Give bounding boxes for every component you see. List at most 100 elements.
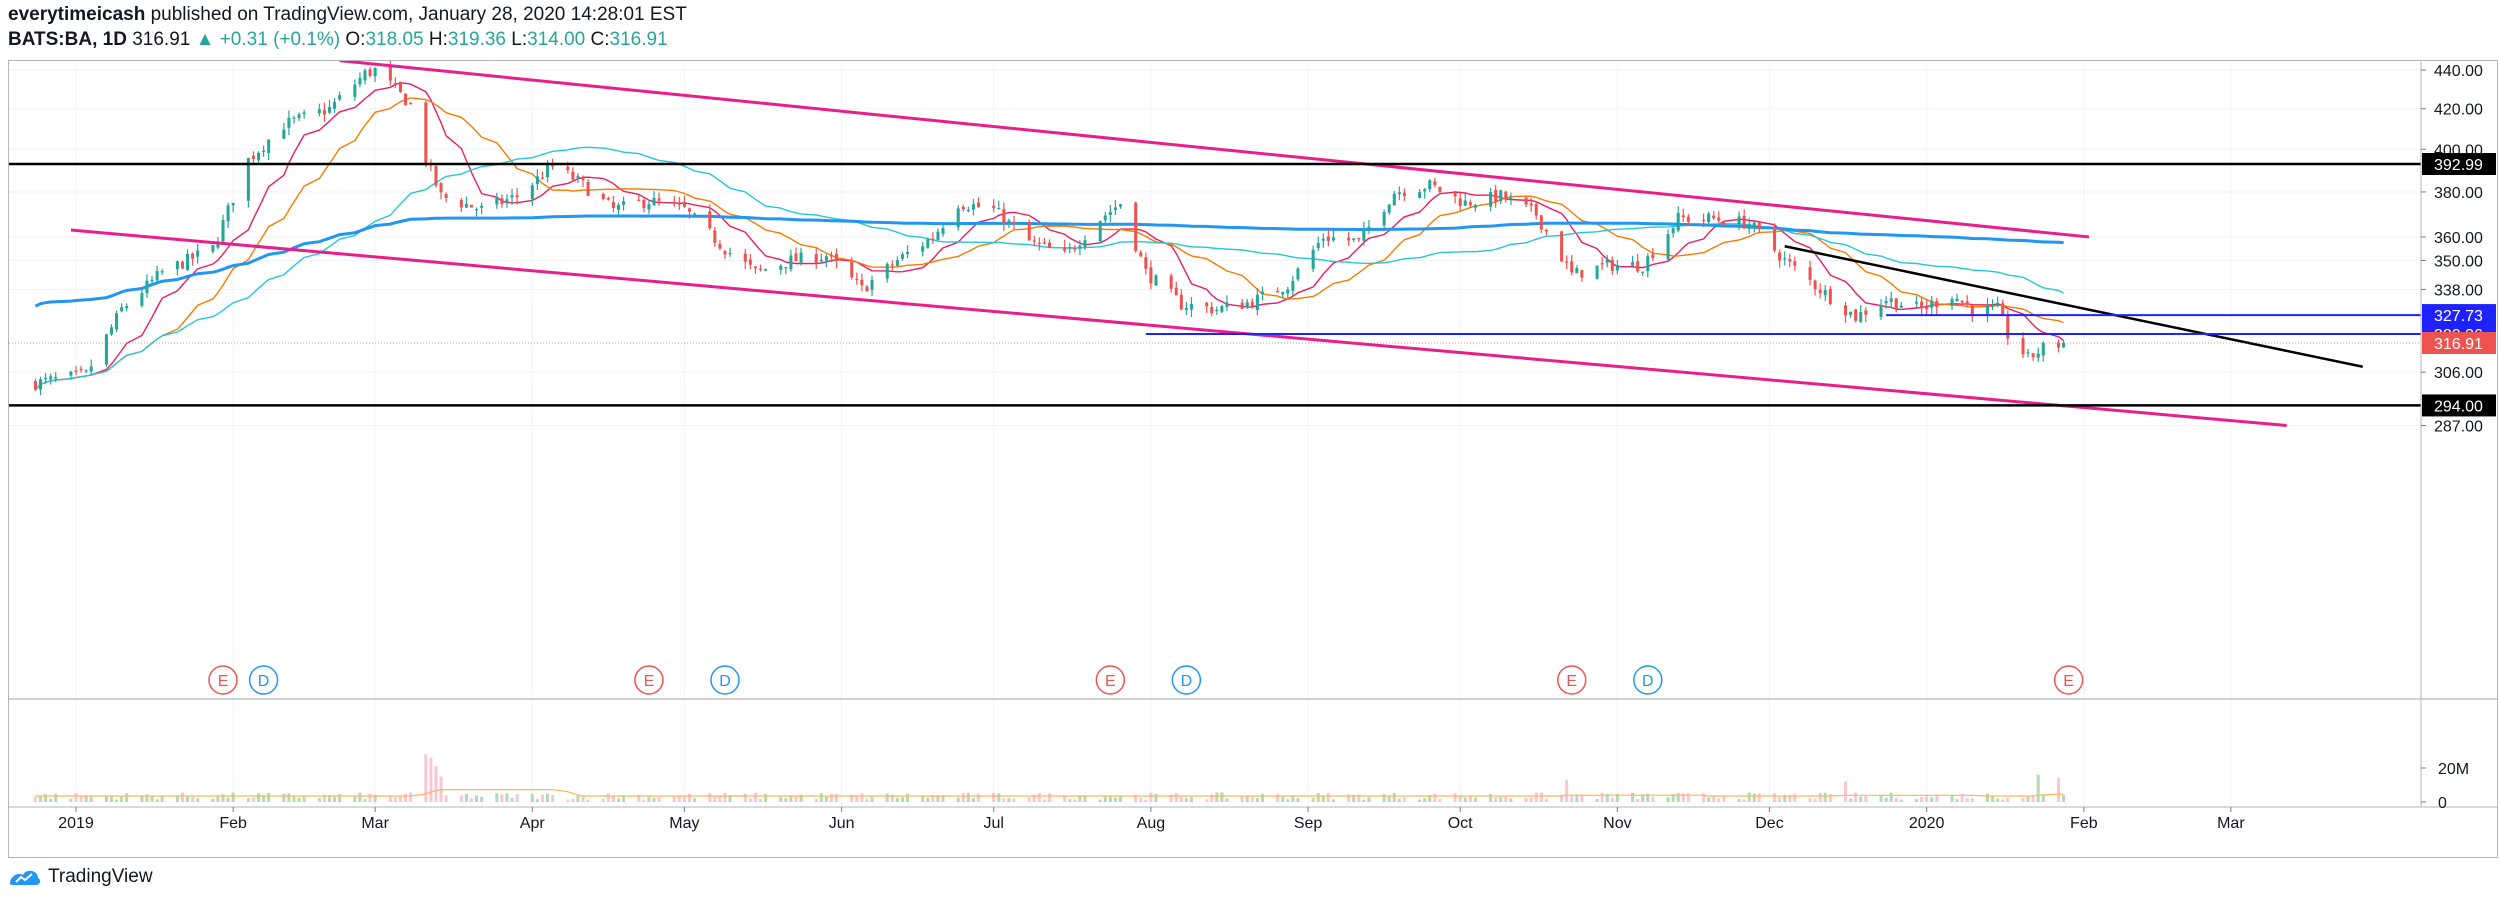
price-axis[interactable]: 440.00420.00400.00380.00360.00350.00338.… [2420, 61, 2496, 812]
price-label-badge [2422, 332, 2496, 355]
candle-body [1352, 238, 1356, 240]
candle-body [1250, 301, 1254, 308]
candle-body [1539, 215, 1543, 230]
candle-body [682, 202, 686, 207]
moving-average-line [34, 146, 2064, 391]
candle-body [145, 280, 149, 294]
earnings-marker[interactable]: E [1095, 665, 1126, 695]
candle-body [475, 209, 479, 211]
marker-circle [1171, 665, 1202, 695]
dividend-marker[interactable]: D [248, 665, 279, 695]
dividend-marker[interactable]: D [1171, 665, 1202, 695]
time-tick-label: 2019 [58, 815, 94, 832]
volume-bar [1544, 798, 1548, 802]
volume-bar [388, 795, 392, 802]
volume-bar [140, 796, 144, 802]
candle-body [530, 185, 534, 200]
volume-bar [1504, 796, 1508, 802]
candle-body [890, 264, 894, 266]
candle-body [1565, 261, 1569, 263]
marker-circle [2053, 665, 2084, 695]
price-tick-label: 420.00 [2434, 102, 2483, 119]
earnings-marker[interactable]: E [634, 665, 664, 695]
volume-bar [373, 794, 377, 802]
candle-body [1281, 292, 1285, 295]
candle-body [1468, 202, 1472, 206]
candle-body [1397, 192, 1401, 195]
candle-body [672, 202, 676, 204]
candle-body [1499, 190, 1503, 202]
volume-bar [1169, 794, 1173, 802]
volume-bar [226, 797, 230, 802]
volume-bar [1996, 798, 2000, 802]
volume-bar [1757, 793, 1761, 802]
dividend-marker[interactable]: D [710, 665, 740, 695]
candle-body [1849, 311, 1853, 315]
volume-bar [327, 795, 332, 802]
volume-bar [1524, 798, 1528, 802]
footer: TradingView [8, 862, 153, 892]
volume-bar [718, 796, 722, 802]
earnings-marker[interactable]: E [1556, 665, 1587, 695]
volume-bar [647, 795, 651, 802]
candle-body [1970, 305, 1974, 316]
dividend-marker[interactable]: D [1633, 665, 1663, 695]
candle-body [576, 175, 580, 178]
volume-bar [1463, 797, 1467, 802]
earnings-marker[interactable]: E [2053, 665, 2084, 695]
volume-bar [1078, 796, 1082, 802]
candle-body [1362, 228, 1366, 241]
candle-body [1985, 304, 1990, 316]
candle-body [961, 206, 965, 210]
candle-body [799, 252, 803, 263]
tradingview-brand[interactable]: TradingView [48, 866, 153, 887]
candle-body [1757, 221, 1761, 230]
volume-bar [38, 796, 43, 802]
volume-bar [1930, 797, 1934, 802]
volume-bar [434, 766, 438, 802]
volume-bar [1788, 795, 1792, 802]
volume-bar [961, 793, 965, 802]
candle-body [1788, 259, 1792, 262]
volume-bar [535, 799, 539, 802]
candle-body [262, 150, 266, 152]
channel-lower-line [70, 228, 2287, 427]
candle-body [1595, 265, 1599, 280]
volume-bar [997, 793, 1001, 802]
moving-average-line [34, 214, 2064, 308]
marker-circle [1633, 665, 1663, 695]
earnings-marker[interactable]: E [208, 665, 238, 695]
candle-body [1225, 302, 1229, 307]
time-axis[interactable]: 2019 Feb Mar Apr May Jun Jul Aug Sep Oct Nov Dec 202… [58, 807, 2245, 832]
volume-bar [246, 798, 250, 802]
candle-body [1610, 259, 1614, 271]
candle-body [1823, 290, 1827, 296]
candle-body [1215, 309, 1219, 312]
volume-bar [1063, 796, 1067, 802]
time-tick-label: Feb [2070, 815, 2098, 832]
candle-body [256, 152, 261, 161]
volume-bar [1844, 781, 1848, 802]
author-name[interactable]: everytimeicash [8, 4, 146, 25]
candle-body [358, 77, 362, 85]
volume-bar [2041, 794, 2045, 802]
candle-body [1529, 203, 1533, 206]
drawings[interactable] [9, 59, 2421, 427]
symbol-label[interactable]: BATS:BA, 1D [8, 29, 127, 50]
volume-bar [1702, 793, 1706, 802]
volume-bar [322, 794, 326, 802]
volume-bar [1387, 796, 1391, 802]
volume-bar [469, 798, 473, 802]
candle-body [718, 243, 722, 249]
candle-body [1676, 213, 1680, 231]
tradingview-logo-icon[interactable] [8, 866, 42, 888]
candle-body [1154, 275, 1158, 286]
candle-body [764, 269, 768, 271]
candle-body [794, 253, 798, 262]
time-tick-label: Apr [520, 815, 546, 832]
volume-bar [495, 793, 499, 802]
volume-bar [1245, 795, 1249, 802]
